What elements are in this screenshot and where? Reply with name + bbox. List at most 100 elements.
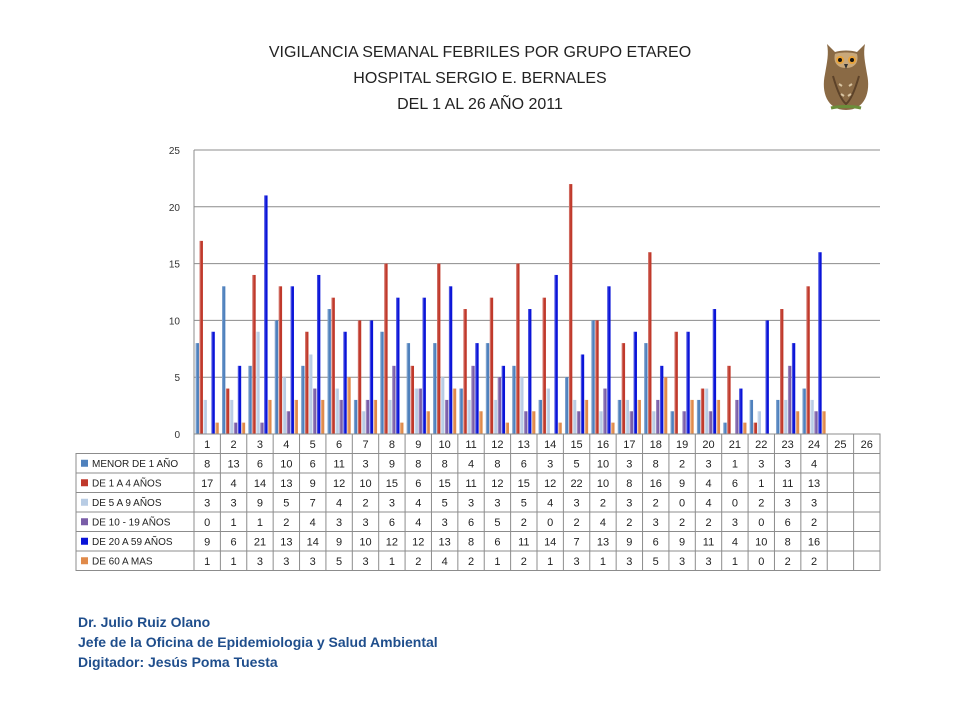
data-label: 8 <box>785 536 791 548</box>
credit-line-2: Jefe de la Oficina de Epidemiologia y Sa… <box>78 634 438 650</box>
bar-highlight <box>369 320 371 434</box>
data-label: 12 <box>412 536 424 548</box>
data-label: 10 <box>597 478 609 490</box>
bar-highlight <box>268 399 270 434</box>
data-label: 1 <box>732 458 738 470</box>
data-label: 2 <box>705 517 711 529</box>
data-label: 9 <box>679 478 685 490</box>
bar-highlight <box>215 422 217 434</box>
bar <box>524 411 528 434</box>
data-label: 6 <box>785 517 791 529</box>
data-label: 8 <box>415 458 421 470</box>
bar-highlight <box>791 343 794 434</box>
bar <box>644 343 648 434</box>
data-label: 13 <box>597 536 609 548</box>
x-tick-label: 18 <box>650 439 662 451</box>
bar <box>225 388 230 434</box>
bar <box>278 286 283 434</box>
data-label: 2 <box>283 517 289 529</box>
bar-highlight <box>426 411 428 434</box>
bar-highlight <box>316 274 319 434</box>
bar <box>739 388 743 434</box>
data-table: 1 2 3 4 5 6 7 8 9 10 11 12 13 14 15 16 17 18 19 20 21 22 23 24 2… <box>75 433 881 571</box>
x-tick-label: 13 <box>518 439 530 451</box>
data-label: 4 <box>732 536 738 548</box>
y-tick-label: 25 <box>169 146 181 157</box>
y-tick-label: 20 <box>169 203 181 214</box>
bar <box>260 422 264 434</box>
data-label: 6 <box>732 478 738 490</box>
bar <box>396 297 400 434</box>
data-label: 3 <box>705 556 711 568</box>
data-label: 2 <box>626 517 632 529</box>
bar-highlight <box>780 309 782 434</box>
x-tick-label: 1 <box>204 439 210 451</box>
x-tick-label: 6 <box>336 439 342 451</box>
data-label: 0 <box>758 517 764 529</box>
bar <box>493 399 498 434</box>
legend-label: DE 20 A 59 AÑOS <box>92 535 173 548</box>
data-label: 16 <box>650 478 662 490</box>
bar-highlight <box>278 286 280 434</box>
data-label: 3 <box>653 517 659 529</box>
data-label: 1 <box>257 517 263 529</box>
bar <box>475 343 479 434</box>
bar-highlight <box>753 422 755 434</box>
data-label: 3 <box>626 458 632 470</box>
bar <box>353 399 358 434</box>
bar <box>237 365 242 434</box>
bar <box>414 388 418 434</box>
data-label: 8 <box>626 478 632 490</box>
bar-highlight <box>305 331 307 434</box>
bar-highlight <box>471 365 473 434</box>
bar-highlight <box>309 354 311 434</box>
bar-highlight <box>241 422 243 434</box>
bar-highlight <box>252 274 254 434</box>
bar <box>806 286 810 434</box>
data-label: 3 <box>362 556 368 568</box>
bar-highlight <box>422 297 424 434</box>
bar <box>305 331 309 434</box>
bar <box>743 422 747 434</box>
bar <box>814 411 818 434</box>
bar <box>637 399 641 434</box>
x-tick-label: 14 <box>544 439 556 451</box>
bar <box>633 331 637 434</box>
data-label: 2 <box>521 556 527 568</box>
data-label: 7 <box>310 497 316 509</box>
bar-highlight <box>493 399 495 434</box>
data-label: 3 <box>257 556 263 568</box>
bar-highlight <box>225 388 228 434</box>
data-label: 2 <box>600 497 606 509</box>
data-label: 14 <box>254 478 266 490</box>
data-label: 1 <box>600 556 606 568</box>
bar-highlight <box>565 377 567 434</box>
bar <box>584 399 589 434</box>
bar-highlight <box>663 377 666 434</box>
bar-highlight <box>644 343 646 434</box>
data-label: 4 <box>442 556 448 568</box>
bar-highlight <box>520 377 522 434</box>
bar-highlight <box>222 286 224 434</box>
bar <box>418 388 422 434</box>
bar-highlight <box>795 411 798 434</box>
bar <box>195 343 199 434</box>
data-label: 14 <box>544 536 556 548</box>
bar <box>452 388 457 434</box>
bar-highlight <box>783 399 786 434</box>
x-tick-label: 17 <box>623 439 635 451</box>
owl-icon <box>823 44 869 110</box>
bar-highlight <box>248 365 250 434</box>
bar-highlight <box>633 331 635 434</box>
data-label: 4 <box>336 497 342 509</box>
bar-highlight <box>708 411 710 434</box>
bar-highlight <box>410 365 412 434</box>
bar-highlight <box>380 331 382 434</box>
bar <box>479 411 483 434</box>
data-label: 5 <box>521 497 527 509</box>
data-label: 4 <box>415 497 421 509</box>
data-label: 8 <box>494 458 500 470</box>
bar <box>700 388 705 434</box>
data-label: 13 <box>439 536 451 548</box>
data-label: 1 <box>204 556 210 568</box>
